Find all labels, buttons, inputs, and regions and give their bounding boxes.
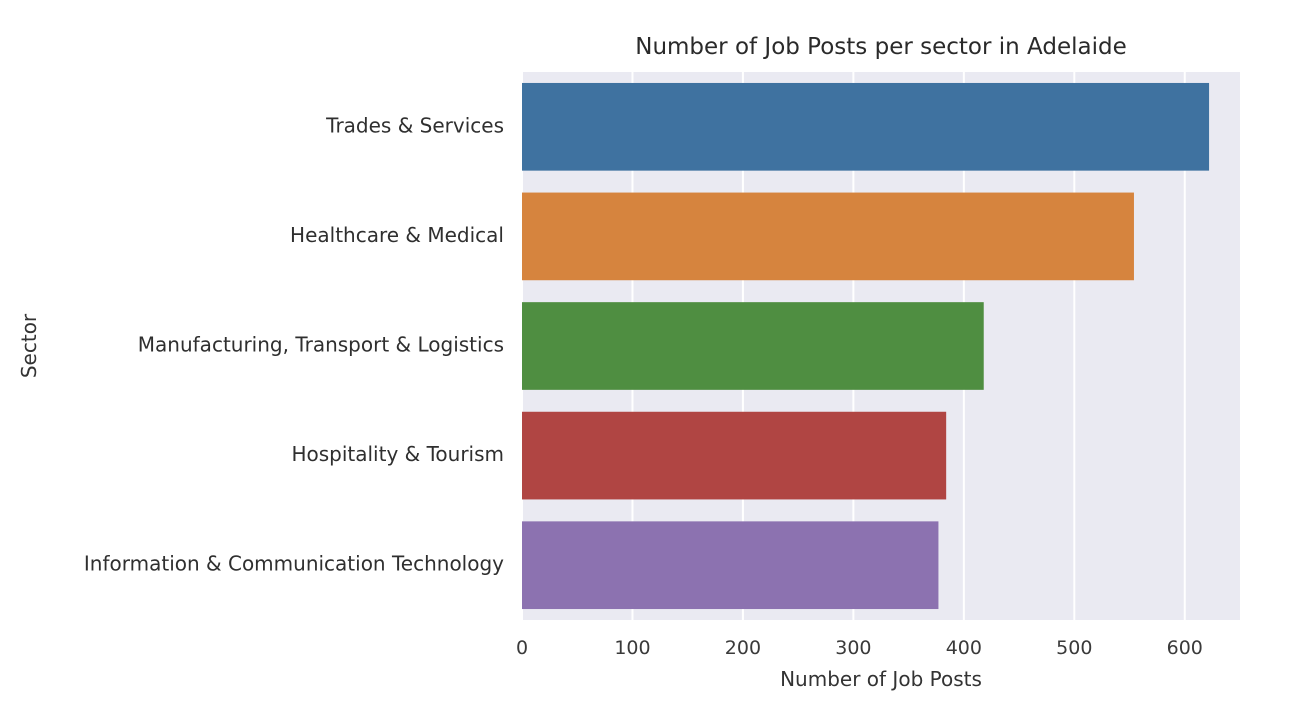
x-tick-label: 200	[725, 637, 761, 659]
bar	[522, 302, 984, 390]
y-axis-title: Sector	[17, 313, 41, 378]
y-tick-label: Healthcare & Medical	[290, 223, 504, 247]
y-tick-label: Manufacturing, Transport & Logistics	[138, 333, 504, 357]
x-tick-label: 600	[1167, 637, 1203, 659]
y-tick-label: Hospitality & Tourism	[291, 442, 504, 466]
bars	[522, 82, 1210, 610]
bar	[522, 411, 947, 500]
x-tick-label: 300	[835, 637, 871, 659]
x-tick-labels: 0 100 200 300 400 500 600	[516, 637, 1203, 659]
bar	[522, 192, 1134, 281]
x-tick-label: 100	[614, 637, 650, 659]
bar	[522, 82, 1210, 171]
x-tick-label: 0	[516, 637, 528, 659]
x-axis-title: Number of Job Posts	[780, 667, 982, 691]
y-category-labels: Trades & Services Healthcare & Medical Man…	[84, 113, 504, 575]
x-tick-label: 400	[946, 637, 982, 659]
y-tick-label: Information & Communication Technology	[84, 552, 504, 576]
bar	[522, 521, 939, 610]
chart-title: Number of Job Posts per sector in Adelai…	[635, 34, 1127, 60]
y-tick-label: Trades & Services	[325, 113, 504, 137]
x-tick-label: 500	[1056, 637, 1092, 659]
